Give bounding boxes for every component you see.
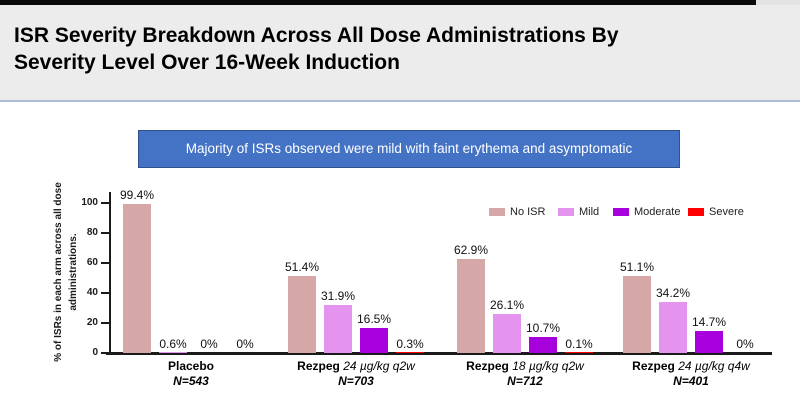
- bar: [659, 301, 687, 353]
- bar-value-label: 31.9%: [320, 289, 356, 304]
- legend-item: No ISR: [489, 206, 545, 218]
- bar-value-label: 14.7%: [691, 314, 727, 329]
- y-axis: [109, 192, 111, 355]
- y-tick: [101, 262, 110, 264]
- y-tick: [101, 352, 110, 354]
- legend-item: Severe: [688, 206, 744, 218]
- y-tick-label: 100: [81, 197, 98, 208]
- legend-label: Mild: [579, 206, 600, 218]
- legend-swatch-moderate: [613, 208, 629, 216]
- x-category-dose-line: Placebo: [101, 359, 281, 374]
- page-title-line1: ISR Severity Breakdown Across All Dose A…: [14, 24, 619, 47]
- bar-value-label: 0%: [200, 337, 218, 351]
- x-category-dose: 24 µg/kg q2w: [339, 359, 415, 373]
- x-category-n: N=712: [507, 374, 543, 388]
- x-category-label: Rezpeg 24 µg/kg q2w N=703: [266, 359, 446, 389]
- bar-value-label: 10.7%: [525, 320, 561, 335]
- callout-banner: Majority of ISRs observed were mild with…: [138, 130, 680, 168]
- y-tick: [101, 322, 110, 324]
- y-tick-label: 80: [86, 227, 98, 238]
- bar-value-label: 16.5%: [356, 312, 392, 327]
- x-category-dose: 24 µg/kg q4w: [674, 359, 750, 373]
- y-tick: [101, 232, 110, 234]
- bar: [529, 336, 557, 353]
- bar: [565, 352, 593, 353]
- bar-value-label: 0%: [236, 337, 254, 351]
- top-bar-right-segment: [756, 0, 800, 5]
- page-title: ISR Severity Breakdown Across All Dose A…: [14, 22, 784, 76]
- x-category-label: Rezpeg 18 µg/kg q2w N=712: [435, 359, 615, 389]
- legend-label: No ISR: [510, 206, 546, 218]
- bar: [360, 328, 388, 353]
- bar-value-label: 0.3%: [396, 337, 424, 351]
- x-category-name: Rezpeg: [297, 359, 340, 373]
- x-category-label: Rezpeg 24 µg/kg q4w N=401: [601, 359, 781, 389]
- bar: [288, 275, 316, 353]
- legend-swatch-severe: [688, 208, 704, 216]
- slide-header: [0, 5, 800, 100]
- bar: [493, 313, 521, 353]
- x-axis: [106, 352, 772, 355]
- y-tick-label: 60: [86, 257, 98, 268]
- bar-value-label: 0.6%: [159, 337, 187, 351]
- y-axis-title-line1: % of ISRs in each arm across all dose: [53, 182, 64, 362]
- y-tick: [101, 202, 110, 204]
- x-category-dose: 18 µg/kg q2w: [508, 359, 584, 373]
- bar: [457, 258, 485, 353]
- x-category-dose-line: Rezpeg 18 µg/kg q2w: [435, 359, 615, 374]
- bar-value-label: 51.1%: [619, 260, 655, 275]
- y-tick-label: 20: [86, 317, 98, 328]
- bar-value-label: 0%: [736, 337, 754, 351]
- x-category-dose-line: Rezpeg 24 µg/kg q2w: [266, 359, 446, 374]
- y-tick-label: 40: [86, 287, 98, 298]
- y-tick-label: 0: [92, 347, 98, 358]
- legend-label: Moderate: [634, 206, 681, 218]
- legend-item: Mild: [558, 206, 599, 218]
- x-category-name: Placebo: [167, 359, 215, 373]
- header-divider: [0, 100, 800, 102]
- bar: [623, 276, 651, 353]
- bar-value-label: 62.9%: [453, 242, 489, 257]
- legend-swatch-mild: [558, 208, 574, 216]
- bar: [324, 305, 352, 353]
- legend-swatch-no-isr: [489, 208, 505, 216]
- bar-value-label: 51.4%: [284, 259, 320, 274]
- legend-item: Moderate: [613, 206, 680, 218]
- bar-value-label: 99.4%: [119, 187, 155, 202]
- x-category-label: Placebo N=543: [101, 359, 281, 389]
- y-tick: [101, 292, 110, 294]
- legend-label: Severe: [709, 206, 744, 218]
- top-bar: [0, 0, 756, 5]
- bar: [159, 352, 187, 353]
- bar-value-label: 0.1%: [565, 337, 593, 351]
- x-category-n: N=401: [673, 374, 709, 388]
- bar: [396, 352, 424, 353]
- bar-value-label: 26.1%: [489, 297, 525, 312]
- bar-value-label: 34.2%: [655, 285, 691, 300]
- x-category-name: Rezpeg: [466, 359, 509, 373]
- y-axis-title: % of ISRs in each arm across all dose adm…: [51, 137, 83, 405]
- bar: [123, 203, 151, 353]
- x-category-name: Rezpeg: [632, 359, 675, 373]
- page-title-line2: Severity Level Over 16-Week Induction: [14, 51, 400, 74]
- bar: [695, 330, 723, 353]
- x-category-n: N=703: [338, 374, 374, 388]
- x-category-n: N=543: [173, 374, 209, 388]
- x-category-dose-line: Rezpeg 24 µg/kg q4w: [601, 359, 781, 374]
